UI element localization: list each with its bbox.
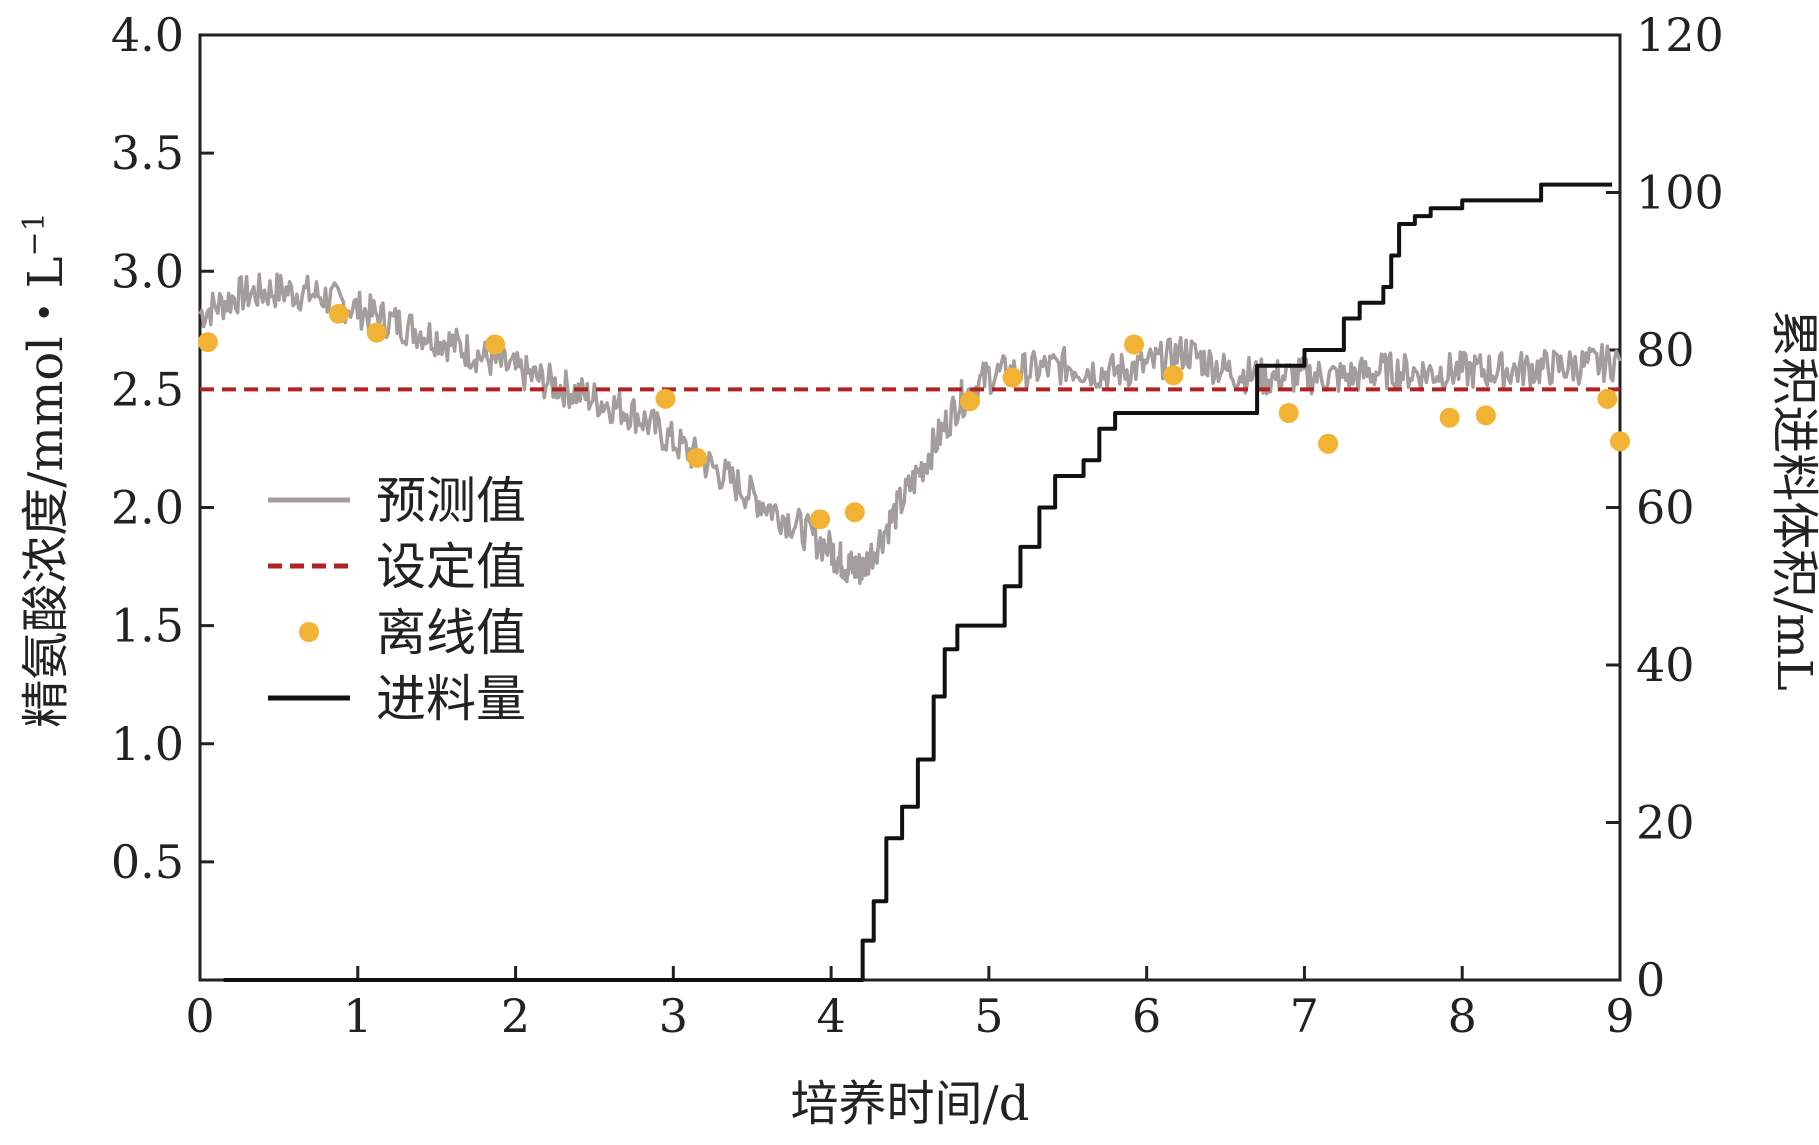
x-tick-label: 0 <box>185 989 214 1043</box>
series-predicted-line <box>198 272 1622 586</box>
y-right-tick-label: 40 <box>1636 638 1695 692</box>
y-right-axis-title: 累积进料体积/mL <box>1766 309 1819 691</box>
y-left-tick-label: 2.5 <box>111 362 184 416</box>
y-right-tick-label: 100 <box>1636 166 1724 220</box>
y-left-axis-ticks: 0.5 1.0 1.5 2.0 2.5 3.0 3.5 4.0 <box>111 8 214 889</box>
series-offline-point <box>1163 365 1184 386</box>
legend-label: 离线值 <box>376 604 526 662</box>
y-right-tick-label: 120 <box>1636 8 1724 62</box>
y-right-tick-label: 80 <box>1636 323 1695 377</box>
y-left-tick-label: 2.0 <box>111 481 184 535</box>
series-offline-point <box>1597 388 1618 409</box>
legend-label: 进料量 <box>376 670 526 728</box>
x-tick-label: 6 <box>1132 989 1161 1043</box>
series-offline-point <box>687 447 707 468</box>
x-axis-ticks: 0 1 2 3 4 5 6 7 8 9 <box>185 966 1635 1043</box>
x-tick-label: 7 <box>1290 989 1319 1043</box>
y-left-axis-title-main: 精氨酸浓度/mmol・L <box>18 256 74 727</box>
y-left-tick-label: 3.5 <box>111 126 184 180</box>
series-offline-point <box>1475 405 1496 426</box>
y-left-tick-label: 4.0 <box>111 8 184 62</box>
series-offline-point <box>959 391 980 412</box>
y-left-tick-label: 0.5 <box>111 835 184 889</box>
series-offline-point <box>1439 407 1460 428</box>
y-right-tick-label: 20 <box>1636 796 1695 850</box>
series-layer <box>197 182 1630 982</box>
y-right-tick-label: 0 <box>1636 953 1665 1007</box>
series-offline-point <box>328 303 349 324</box>
x-tick-label: 3 <box>659 989 688 1043</box>
legend-swatch-offline <box>299 622 319 642</box>
legend-label: 预测值 <box>376 472 526 530</box>
y-left-tick-label: 1.5 <box>111 599 184 653</box>
legend-label: 设定值 <box>376 538 526 596</box>
series-offline-point <box>844 502 865 523</box>
x-tick-label: 5 <box>974 989 1003 1043</box>
series-offline-point <box>1124 334 1145 355</box>
x-tick-label: 2 <box>501 989 530 1043</box>
series-offline-point <box>1610 431 1630 452</box>
series-offline-point <box>1002 367 1023 388</box>
series-offline-point <box>1318 433 1339 454</box>
x-tick-label: 9 <box>1605 989 1634 1043</box>
series-feed-line <box>223 182 1613 982</box>
x-tick-label: 4 <box>816 989 845 1043</box>
x-tick-label: 1 <box>343 989 372 1043</box>
y-left-axis-title: 精氨酸浓度/mmol・L−1 <box>17 212 74 728</box>
series-offline-point <box>655 388 676 409</box>
y-left-tick-label: 1.0 <box>111 717 184 771</box>
x-tick-label: 8 <box>1448 989 1477 1043</box>
x-axis-title: 培养时间/d <box>791 1076 1030 1132</box>
y-right-axis-ticks: 0 20 40 60 80 100 120 <box>1606 8 1724 1007</box>
series-offline-point <box>197 332 218 353</box>
series-offline-point <box>810 509 831 530</box>
series-offline-point <box>1278 403 1299 423</box>
y-left-tick-label: 3.0 <box>111 244 184 298</box>
y-left-axis-title-superscript: −1 <box>17 212 52 256</box>
y-right-tick-label: 60 <box>1636 481 1695 535</box>
series-offline-point <box>485 334 506 355</box>
series-offline-point <box>366 322 387 343</box>
